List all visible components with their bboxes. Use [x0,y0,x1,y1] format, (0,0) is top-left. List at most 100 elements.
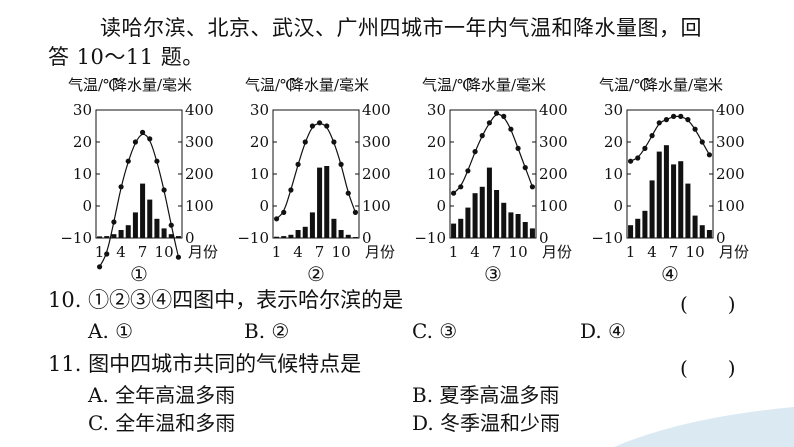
chart-1-precip-bar [132,212,138,238]
chart-3-precip-bar [472,193,478,238]
chart-1-precip-tick: 0 [185,229,195,247]
question-11-option-c[interactable]: C. 全年温和多雨 [88,411,236,435]
chart-2-temp-point [316,120,323,126]
chart-4-month-tick: 10 [686,243,705,261]
chart-2-temp-curve [276,123,356,220]
chart-1-temp-point [147,136,153,142]
chart-1-precip-tick: 400 [185,101,214,119]
chart-1-chart-number: ① [130,262,148,285]
chart-2-month-axis-label: 月份 [365,243,395,261]
chart-1-temp-curve [99,133,180,268]
question-11-answer-blank[interactable]: ( ) [680,356,736,380]
chart-1-precip-tick: 300 [185,133,214,151]
chart-1-temp-point [111,219,117,225]
question-10-answer-blank[interactable]: ( ) [680,292,736,316]
chart-4-temp-point [706,152,713,158]
chart-2-precip-bar [345,234,351,238]
chart-4-temp-point [642,145,648,151]
chart-3-month-tick: 7 [492,243,502,261]
chart-3-temp-point [515,145,521,151]
chart-3-month-tick: 10 [509,243,528,261]
chart-4-temp-point [685,117,691,123]
chart-1-precip-bar [111,234,117,238]
chart-3-precip-bar [501,202,507,238]
chart-4-temp-tick: −10 [591,229,623,247]
chart-1-month-tick: 1 [95,243,105,261]
chart-4-temp-point [649,133,655,139]
chart-2-temp-tick: 30 [250,101,269,119]
chart-4-temp-point [670,113,677,119]
chart-3-temp-point [450,190,457,196]
chart-4-precip-tick: 100 [716,197,745,215]
chart-1-temp-point [154,158,160,164]
chart-4-temp-tick: 0 [613,197,623,215]
chart-3-precip-bar [494,190,500,238]
chart-4-precip-bar [692,215,698,238]
chart-1-precip-bar [147,199,153,238]
chart-2-precip-bar [338,230,344,238]
chart-4-temp-point [692,126,698,132]
chart-2-temp-tick: 10 [250,165,269,183]
chart-4-temp-tick: 30 [604,101,623,119]
chart-3-precip-bar [529,228,535,238]
chart-2-temp-point [338,161,344,167]
chart-2-temp-point [331,139,337,145]
question-11-option-b[interactable]: B. 夏季高温多雨 [412,383,560,407]
chart-2-month-tick: 4 [293,243,303,261]
question-10-stem: 10. ①②③④四图中，表示哈尔滨的是 [48,288,404,312]
chart-1-precip-bar [97,236,103,238]
chart-3-month-tick: 1 [449,243,459,261]
chart-2-precip-tick: 100 [362,197,391,215]
question-11-option-a[interactable]: A. 全年高温多雨 [88,383,236,407]
chart-2-precip-tick: 300 [362,133,391,151]
question-10-option-b[interactable]: B. ② [244,319,290,343]
chart-3-precip-bar [486,167,492,238]
chart-2-chart-number: ② [307,262,325,285]
chart-4-precip-bar [635,218,641,238]
chart-3-precip-tick: 300 [539,133,568,151]
chart-3-precip-tick: 400 [539,101,568,119]
question-10-option-d[interactable]: D. ④ [580,319,626,343]
chart-1-temp-point [125,158,131,164]
chart-3-temp-point [508,126,514,132]
chart-4-precip-tick: 300 [716,133,745,151]
chart-1-temp-tick: 30 [73,101,92,119]
chart-4-precip-bar [656,151,662,238]
chart-1-precip-bar [168,234,174,238]
chart-2-precip-axis-label: 降水量/毫米 [289,76,369,94]
chart-4-precip-tick: 200 [716,165,745,183]
chart-4-precip-bar [663,145,669,238]
chart-2-precip-tick: 200 [362,165,391,183]
question-10-option-c[interactable]: C. ③ [412,319,458,343]
question-10-option-a[interactable]: A. ① [88,319,134,343]
chart-3-precip-bar [479,186,485,238]
chart-1-precip-tick: 200 [185,165,214,183]
chart-2-temp-tick: 0 [259,197,269,215]
chart-1-month-tick: 4 [116,243,126,261]
chart-3-precip-tick: 200 [539,165,568,183]
chart-1-temp-point [118,184,124,190]
chart-2-temp-point [345,190,351,196]
question-11-option-d[interactable]: D. 冬季温和少雨 [412,411,561,435]
chart-4-precip-tick: 0 [716,229,726,247]
chart-1-precip-bar [161,228,167,238]
decorative-wave [614,407,794,447]
chart-2-temp-point [281,209,287,215]
chart-1-precip-axis-label: 降水量/毫米 [112,76,192,94]
chart-2-month-tick: 1 [272,243,282,261]
chart-3-temp-tick: −10 [414,229,446,247]
chart-4-precip-tick: 400 [716,101,745,119]
chart-2-precip-bar [302,226,308,238]
chart-1-temp-axis-label: 气温/℃ [68,76,120,94]
chart-1-precip-bar [154,218,160,238]
chart-1-temp-tick: 0 [82,197,92,215]
chart-3-precip-tick: 100 [539,197,568,215]
chart-4-temp-tick: 20 [604,133,623,151]
chart-3-temp-curve [453,113,533,194]
chart-4-temp-point [699,139,705,145]
chart-2-precip-tick: 400 [362,101,391,119]
chart-3-temp-point [465,168,471,174]
chart-1-precip-bar [118,230,124,238]
chart-3-temp-point [458,184,464,190]
chart-2-temp-point [288,187,294,193]
